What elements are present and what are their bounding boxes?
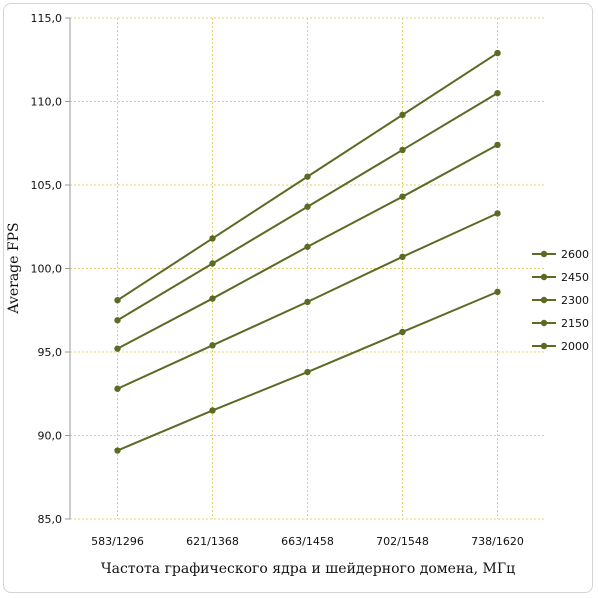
grid-lines — [70, 17, 545, 520]
x-tick-label: 663/1458 — [281, 535, 334, 548]
series-lines — [114, 49, 501, 454]
x-axis-title: Частота графического ядра и шейдерного д… — [101, 561, 515, 577]
legend-label: 2450 — [561, 271, 589, 284]
y-tick-label: 110,0 — [31, 96, 63, 109]
data-point — [304, 298, 311, 306]
data-point — [209, 260, 216, 267]
legend-label: 2300 — [561, 294, 589, 307]
data-point — [114, 447, 121, 454]
y-tick-label: 100,0 — [31, 263, 63, 276]
data-point — [399, 328, 406, 336]
data-point — [209, 235, 216, 242]
legend-marker — [540, 250, 548, 258]
y-tick-label: 85,0 — [38, 513, 63, 526]
data-point — [209, 407, 216, 414]
x-tick-label: 583/1296 — [91, 535, 144, 548]
data-point — [304, 243, 311, 250]
legend-marker — [540, 273, 548, 281]
y-tick-label: 105,0 — [31, 179, 63, 192]
data-point — [494, 288, 501, 296]
legend-marker — [540, 342, 548, 350]
legend-marker — [540, 296, 548, 304]
x-tick-label: 738/1620 — [471, 535, 524, 548]
x-tick-label: 621/1368 — [186, 535, 239, 548]
legend: 2600 2450 2300 2150 2000 — [532, 248, 589, 353]
data-point — [114, 345, 121, 352]
data-point — [494, 49, 501, 57]
data-point — [494, 89, 501, 97]
data-point — [494, 141, 501, 149]
y-tick-labels: 85,0 90,0 95,0 100,0 105,0 110,0 115,0 — [31, 12, 70, 526]
data-point — [399, 111, 406, 119]
data-point — [114, 385, 121, 392]
x-tick-labels: 583/1296 621/1368 663/1458 702/1548 738/1620 — [91, 535, 524, 548]
x-tick-label: 702/1548 — [376, 535, 429, 548]
data-point — [399, 146, 406, 154]
data-point — [304, 173, 311, 180]
data-point — [209, 295, 216, 302]
legend-label: 2150 — [561, 317, 589, 330]
y-tick-label: 95,0 — [38, 346, 63, 359]
data-point — [399, 193, 406, 200]
data-point — [114, 317, 121, 324]
y-tick-label: 90,0 — [38, 430, 63, 443]
data-point — [399, 253, 406, 261]
y-axis-title: Average FPS — [6, 222, 22, 314]
data-point — [304, 203, 311, 210]
y-tick-label: 115,0 — [31, 12, 63, 25]
data-point — [209, 342, 216, 349]
legend-marker — [540, 319, 548, 327]
data-point — [114, 297, 121, 304]
data-point — [494, 210, 501, 217]
legend-label: 2600 — [561, 248, 589, 261]
legend-label: 2000 — [561, 340, 589, 353]
data-point — [304, 368, 311, 376]
